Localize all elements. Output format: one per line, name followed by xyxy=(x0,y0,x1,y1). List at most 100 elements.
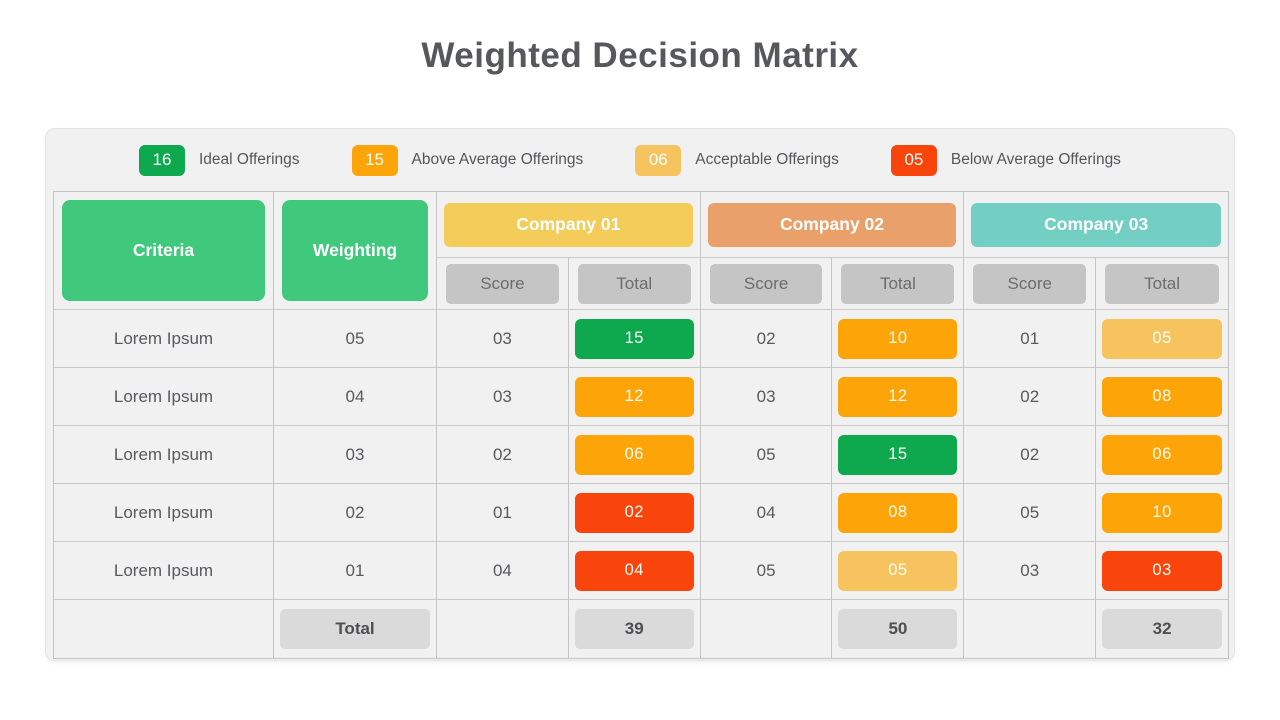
criteria-cell: Lorem Ipsum xyxy=(54,484,274,542)
grand-total-cell: 50 xyxy=(832,600,965,658)
total-cell: 10 xyxy=(832,310,965,368)
weighting-cell: 03 xyxy=(274,426,437,484)
company-3-header: Company 03 xyxy=(971,202,1221,247)
grand-total-badge: 50 xyxy=(838,609,958,649)
grand-total-badge: 39 xyxy=(574,609,694,649)
score-cell: 01 xyxy=(437,484,569,542)
total-value-badge: 06 xyxy=(574,434,694,475)
legend-value-badge: 15 xyxy=(351,144,398,176)
total-value-badge: 15 xyxy=(838,434,958,475)
company-3-score-header-cell: Score xyxy=(964,258,1097,310)
total-value-badge: 08 xyxy=(1102,376,1222,417)
total-label-cell: Total xyxy=(274,600,437,658)
score-cell: 02 xyxy=(964,368,1097,426)
score-cell: 05 xyxy=(964,484,1097,542)
legend-label: Acceptable Offerings xyxy=(695,151,839,168)
matrix-panel: 16 Ideal Offerings 15 Above Average Offerin… xyxy=(45,128,1235,661)
company-1-header-cell: Company 01 xyxy=(437,192,701,258)
score-cell: 02 xyxy=(964,426,1097,484)
score-cell: 03 xyxy=(437,368,569,426)
total-cell: 03 xyxy=(1096,542,1228,600)
total-cell: 05 xyxy=(832,542,965,600)
criteria-cell xyxy=(54,600,274,658)
total-cell: 04 xyxy=(568,542,701,600)
score-cell: 03 xyxy=(964,542,1097,600)
total-value-badge: 10 xyxy=(1102,492,1222,533)
total-value-badge: 04 xyxy=(574,550,694,591)
score-cell: 01 xyxy=(964,310,1097,368)
legend-value-badge: 05 xyxy=(890,144,937,176)
total-value-badge: 05 xyxy=(838,550,958,591)
total-cell: 02 xyxy=(568,484,701,542)
weighting-cell: 01 xyxy=(274,542,437,600)
score-cell xyxy=(701,600,833,658)
total-cell: 06 xyxy=(568,426,701,484)
criteria-cell: Lorem Ipsum xyxy=(54,426,274,484)
total-cell: 08 xyxy=(832,484,965,542)
score-cell xyxy=(964,600,1097,658)
criteria-header-cell: Criteria xyxy=(54,192,274,310)
score-cell: 02 xyxy=(700,310,833,368)
company-2-header: Company 02 xyxy=(707,202,957,247)
legend-label: Above Average Offerings xyxy=(411,151,584,168)
legend-item: 16 Ideal Offerings xyxy=(139,144,300,176)
total-value-badge: 12 xyxy=(574,376,694,417)
legend-label: Ideal Offerings xyxy=(199,151,300,168)
grand-total-badge: 32 xyxy=(1102,609,1222,649)
total-cell: 05 xyxy=(1096,310,1228,368)
total-value-badge: 08 xyxy=(838,492,958,533)
legend-label: Below Average Offerings xyxy=(950,151,1121,168)
legend-value-badge: 06 xyxy=(635,144,682,176)
company-1-total-header-cell: Total xyxy=(568,258,701,310)
company-3-total-header-cell: Total xyxy=(1096,258,1228,310)
weighting-cell: 04 xyxy=(274,368,437,426)
total-value-badge: 02 xyxy=(574,492,694,533)
score-subheader: Score xyxy=(446,263,559,304)
criteria-cell: Lorem Ipsum xyxy=(54,542,274,600)
total-label-badge: Total xyxy=(280,609,430,649)
total-cell: 15 xyxy=(568,310,701,368)
total-value-badge: 06 xyxy=(1102,434,1222,475)
company-3-header-cell: Company 03 xyxy=(964,192,1228,258)
legend-item: 15 Above Average Offerings xyxy=(351,144,584,176)
total-subheader: Total xyxy=(577,263,691,304)
grand-total-cell: 32 xyxy=(1096,600,1228,658)
total-cell: 12 xyxy=(832,368,965,426)
score-cell: 05 xyxy=(700,426,833,484)
page-title: Weighted Decision Matrix xyxy=(421,36,859,75)
weighting-cell: 02 xyxy=(274,484,437,542)
company-1-header: Company 01 xyxy=(444,202,693,247)
score-cell: 04 xyxy=(700,484,833,542)
total-subheader: Total xyxy=(1105,263,1219,304)
legend: 16 Ideal Offerings 15 Above Average Offerin… xyxy=(46,129,1234,191)
score-cell: 05 xyxy=(700,542,833,600)
total-value-badge: 15 xyxy=(574,318,694,359)
criteria-cell: Lorem Ipsum xyxy=(54,368,274,426)
total-value-badge: 10 xyxy=(838,318,958,359)
total-cell: 06 xyxy=(1096,426,1228,484)
company-2-total-header-cell: Total xyxy=(832,258,965,310)
total-cell: 08 xyxy=(1096,368,1228,426)
total-cell: 15 xyxy=(832,426,965,484)
score-cell: 03 xyxy=(700,368,833,426)
score-cell: 03 xyxy=(437,310,569,368)
score-subheader: Score xyxy=(709,263,823,304)
weighting-cell: 05 xyxy=(274,310,437,368)
score-cell: 02 xyxy=(437,426,569,484)
total-value-badge: 03 xyxy=(1102,550,1222,591)
legend-item: 05 Below Average Offerings xyxy=(890,144,1121,176)
total-value-badge: 12 xyxy=(838,376,958,417)
company-2-header-cell: Company 02 xyxy=(700,192,965,258)
grand-total-cell: 39 xyxy=(569,600,701,658)
weighting-header-cell: Weighting xyxy=(274,192,437,310)
criteria-cell: Lorem Ipsum xyxy=(54,310,274,368)
score-cell: 04 xyxy=(437,542,569,600)
company-1-score-header-cell: Score xyxy=(437,258,569,310)
company-2-score-header-cell: Score xyxy=(700,258,833,310)
score-subheader: Score xyxy=(973,263,1087,304)
total-subheader: Total xyxy=(841,263,955,304)
legend-value-badge: 16 xyxy=(139,144,185,176)
legend-item: 06 Acceptable Offerings xyxy=(635,144,839,176)
weighting-header: Weighting xyxy=(282,200,428,301)
